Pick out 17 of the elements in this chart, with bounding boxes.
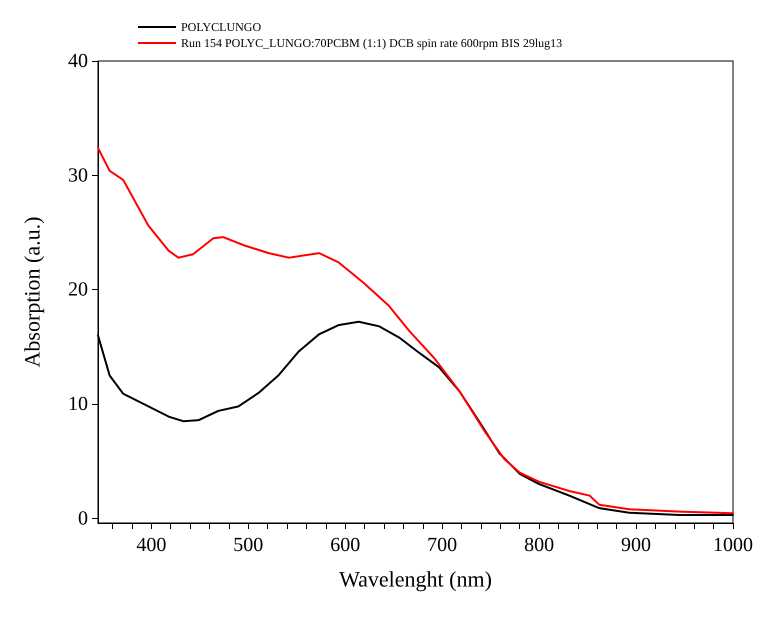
x-tick-label: 800 xyxy=(524,534,554,556)
legend-label: Run 154 POLYC_LUNGO:70PCBM (1:1) DCB spin rate 600rpm BIS 29lug13 xyxy=(181,36,562,50)
x-axis-title: Wavelenght (nm) xyxy=(339,566,492,592)
x-tick-label: 400 xyxy=(136,534,166,556)
y-tick-label: 10 xyxy=(68,393,88,416)
legend-label: POLYCLUNGO xyxy=(181,20,262,34)
line-series xyxy=(97,146,734,514)
y-tick-label: 40 xyxy=(68,50,88,72)
x-tick-label: 900 xyxy=(621,534,652,556)
y-tick-label: 0 xyxy=(78,507,88,530)
x-tick-label: 500 xyxy=(233,534,264,556)
y-axis-title: Absorption (a.u.) xyxy=(20,216,44,368)
x-tick-label: 1000 xyxy=(713,534,753,556)
y-tick-label: 20 xyxy=(68,278,88,301)
x-tick-label: 600 xyxy=(330,534,360,556)
y-tick-label: 30 xyxy=(68,164,88,186)
x-tick-label: 700 xyxy=(427,534,458,556)
